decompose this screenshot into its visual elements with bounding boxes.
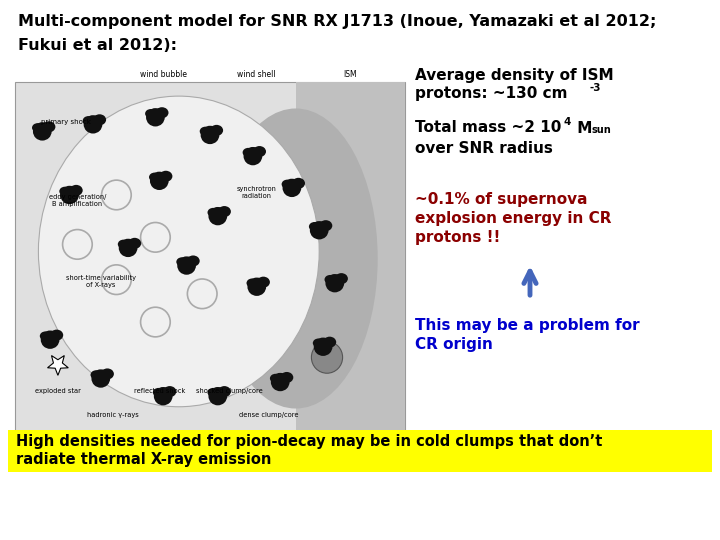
Text: Fukui et al 2012):: Fukui et al 2012): bbox=[18, 38, 177, 53]
Text: This may be a problem for: This may be a problem for bbox=[415, 318, 639, 333]
Text: 4: 4 bbox=[563, 117, 570, 127]
Text: shocked clump/core: shocked clump/core bbox=[196, 388, 263, 394]
Ellipse shape bbox=[319, 220, 333, 231]
Ellipse shape bbox=[246, 279, 258, 288]
Ellipse shape bbox=[101, 368, 114, 380]
Text: exploded star: exploded star bbox=[35, 388, 81, 394]
Text: Total mass ~2 10: Total mass ~2 10 bbox=[415, 120, 562, 135]
Ellipse shape bbox=[335, 273, 348, 284]
Ellipse shape bbox=[271, 373, 289, 391]
Ellipse shape bbox=[201, 126, 220, 144]
Ellipse shape bbox=[210, 125, 223, 136]
Ellipse shape bbox=[153, 388, 164, 397]
Text: ISM: ISM bbox=[343, 70, 357, 79]
Ellipse shape bbox=[309, 222, 320, 231]
Ellipse shape bbox=[83, 116, 94, 125]
Bar bbox=[296, 82, 405, 435]
Ellipse shape bbox=[84, 115, 102, 133]
Polygon shape bbox=[48, 355, 68, 375]
Text: wind shell: wind shell bbox=[238, 70, 276, 79]
Ellipse shape bbox=[257, 276, 270, 288]
Text: protons !!: protons !! bbox=[415, 230, 500, 245]
Ellipse shape bbox=[146, 108, 165, 126]
Ellipse shape bbox=[163, 386, 176, 397]
Ellipse shape bbox=[119, 239, 138, 257]
Text: protons: ~130 cm: protons: ~130 cm bbox=[415, 86, 567, 101]
Text: explosion energy in CR: explosion energy in CR bbox=[415, 211, 611, 226]
Ellipse shape bbox=[207, 208, 219, 217]
Ellipse shape bbox=[42, 122, 55, 132]
Text: synchrotron
radiation: synchrotron radiation bbox=[237, 186, 276, 199]
Text: short-time variability
of X-rays: short-time variability of X-rays bbox=[66, 275, 136, 288]
Text: wind bubble: wind bubble bbox=[140, 70, 186, 79]
Ellipse shape bbox=[177, 256, 196, 275]
Ellipse shape bbox=[325, 274, 344, 292]
Text: hadronic γ-rays: hadronic γ-rays bbox=[86, 413, 138, 418]
Ellipse shape bbox=[217, 386, 231, 397]
Ellipse shape bbox=[323, 336, 336, 348]
Text: over SNR radius: over SNR radius bbox=[415, 141, 553, 156]
Ellipse shape bbox=[314, 338, 333, 356]
Ellipse shape bbox=[145, 109, 156, 118]
Text: High densities needed for pion-decay may be in cold clumps that don’t: High densities needed for pion-decay may… bbox=[16, 434, 603, 449]
Ellipse shape bbox=[248, 278, 266, 296]
Ellipse shape bbox=[310, 221, 328, 239]
Ellipse shape bbox=[41, 330, 60, 349]
Ellipse shape bbox=[91, 369, 110, 388]
Ellipse shape bbox=[325, 275, 336, 284]
Ellipse shape bbox=[60, 186, 79, 204]
Ellipse shape bbox=[33, 122, 52, 140]
Ellipse shape bbox=[176, 257, 187, 266]
Ellipse shape bbox=[280, 372, 293, 383]
Ellipse shape bbox=[32, 123, 43, 132]
Ellipse shape bbox=[214, 109, 378, 409]
Ellipse shape bbox=[93, 114, 106, 125]
Ellipse shape bbox=[312, 339, 324, 348]
Ellipse shape bbox=[282, 179, 301, 197]
Ellipse shape bbox=[217, 206, 231, 217]
Text: -3: -3 bbox=[590, 83, 601, 93]
Ellipse shape bbox=[159, 171, 172, 182]
Ellipse shape bbox=[50, 329, 63, 341]
Ellipse shape bbox=[270, 374, 281, 383]
Ellipse shape bbox=[311, 341, 343, 373]
Ellipse shape bbox=[253, 146, 266, 157]
Ellipse shape bbox=[150, 172, 168, 190]
Ellipse shape bbox=[209, 387, 228, 406]
Ellipse shape bbox=[91, 370, 102, 380]
Text: primary shock: primary shock bbox=[41, 119, 91, 125]
Text: Inoue et al (2012): Inoue et al (2012) bbox=[17, 443, 135, 456]
Ellipse shape bbox=[156, 107, 168, 118]
Text: eddy generation/
B amplification: eddy generation/ B amplification bbox=[49, 193, 106, 206]
Text: dense clump/core: dense clump/core bbox=[239, 413, 298, 418]
Text: ~0.1% of supernova: ~0.1% of supernova bbox=[415, 192, 588, 207]
Text: reflected shock: reflected shock bbox=[134, 388, 185, 394]
Ellipse shape bbox=[186, 255, 199, 266]
Ellipse shape bbox=[207, 388, 219, 397]
Ellipse shape bbox=[38, 96, 319, 407]
Ellipse shape bbox=[209, 207, 228, 225]
Ellipse shape bbox=[282, 180, 293, 189]
Ellipse shape bbox=[149, 173, 161, 182]
Ellipse shape bbox=[199, 127, 211, 136]
Text: sun: sun bbox=[592, 125, 612, 135]
Text: CR origin: CR origin bbox=[415, 337, 493, 352]
Bar bbox=[15, 82, 405, 435]
Text: M: M bbox=[572, 121, 593, 136]
Ellipse shape bbox=[243, 147, 262, 165]
Ellipse shape bbox=[128, 238, 141, 249]
Ellipse shape bbox=[154, 387, 173, 406]
Text: Multi-component model for SNR RX J1713 (Inoue, Yamazaki et al 2012;: Multi-component model for SNR RX J1713 (… bbox=[18, 14, 657, 29]
Text: Average density of ISM: Average density of ISM bbox=[415, 68, 613, 83]
Ellipse shape bbox=[70, 185, 83, 196]
Bar bbox=[8, 430, 712, 472]
Text: radiate thermal X-ray emission: radiate thermal X-ray emission bbox=[16, 452, 271, 467]
Ellipse shape bbox=[292, 178, 305, 189]
Ellipse shape bbox=[59, 187, 71, 196]
Ellipse shape bbox=[40, 332, 51, 341]
Ellipse shape bbox=[243, 148, 254, 157]
Ellipse shape bbox=[118, 240, 129, 249]
